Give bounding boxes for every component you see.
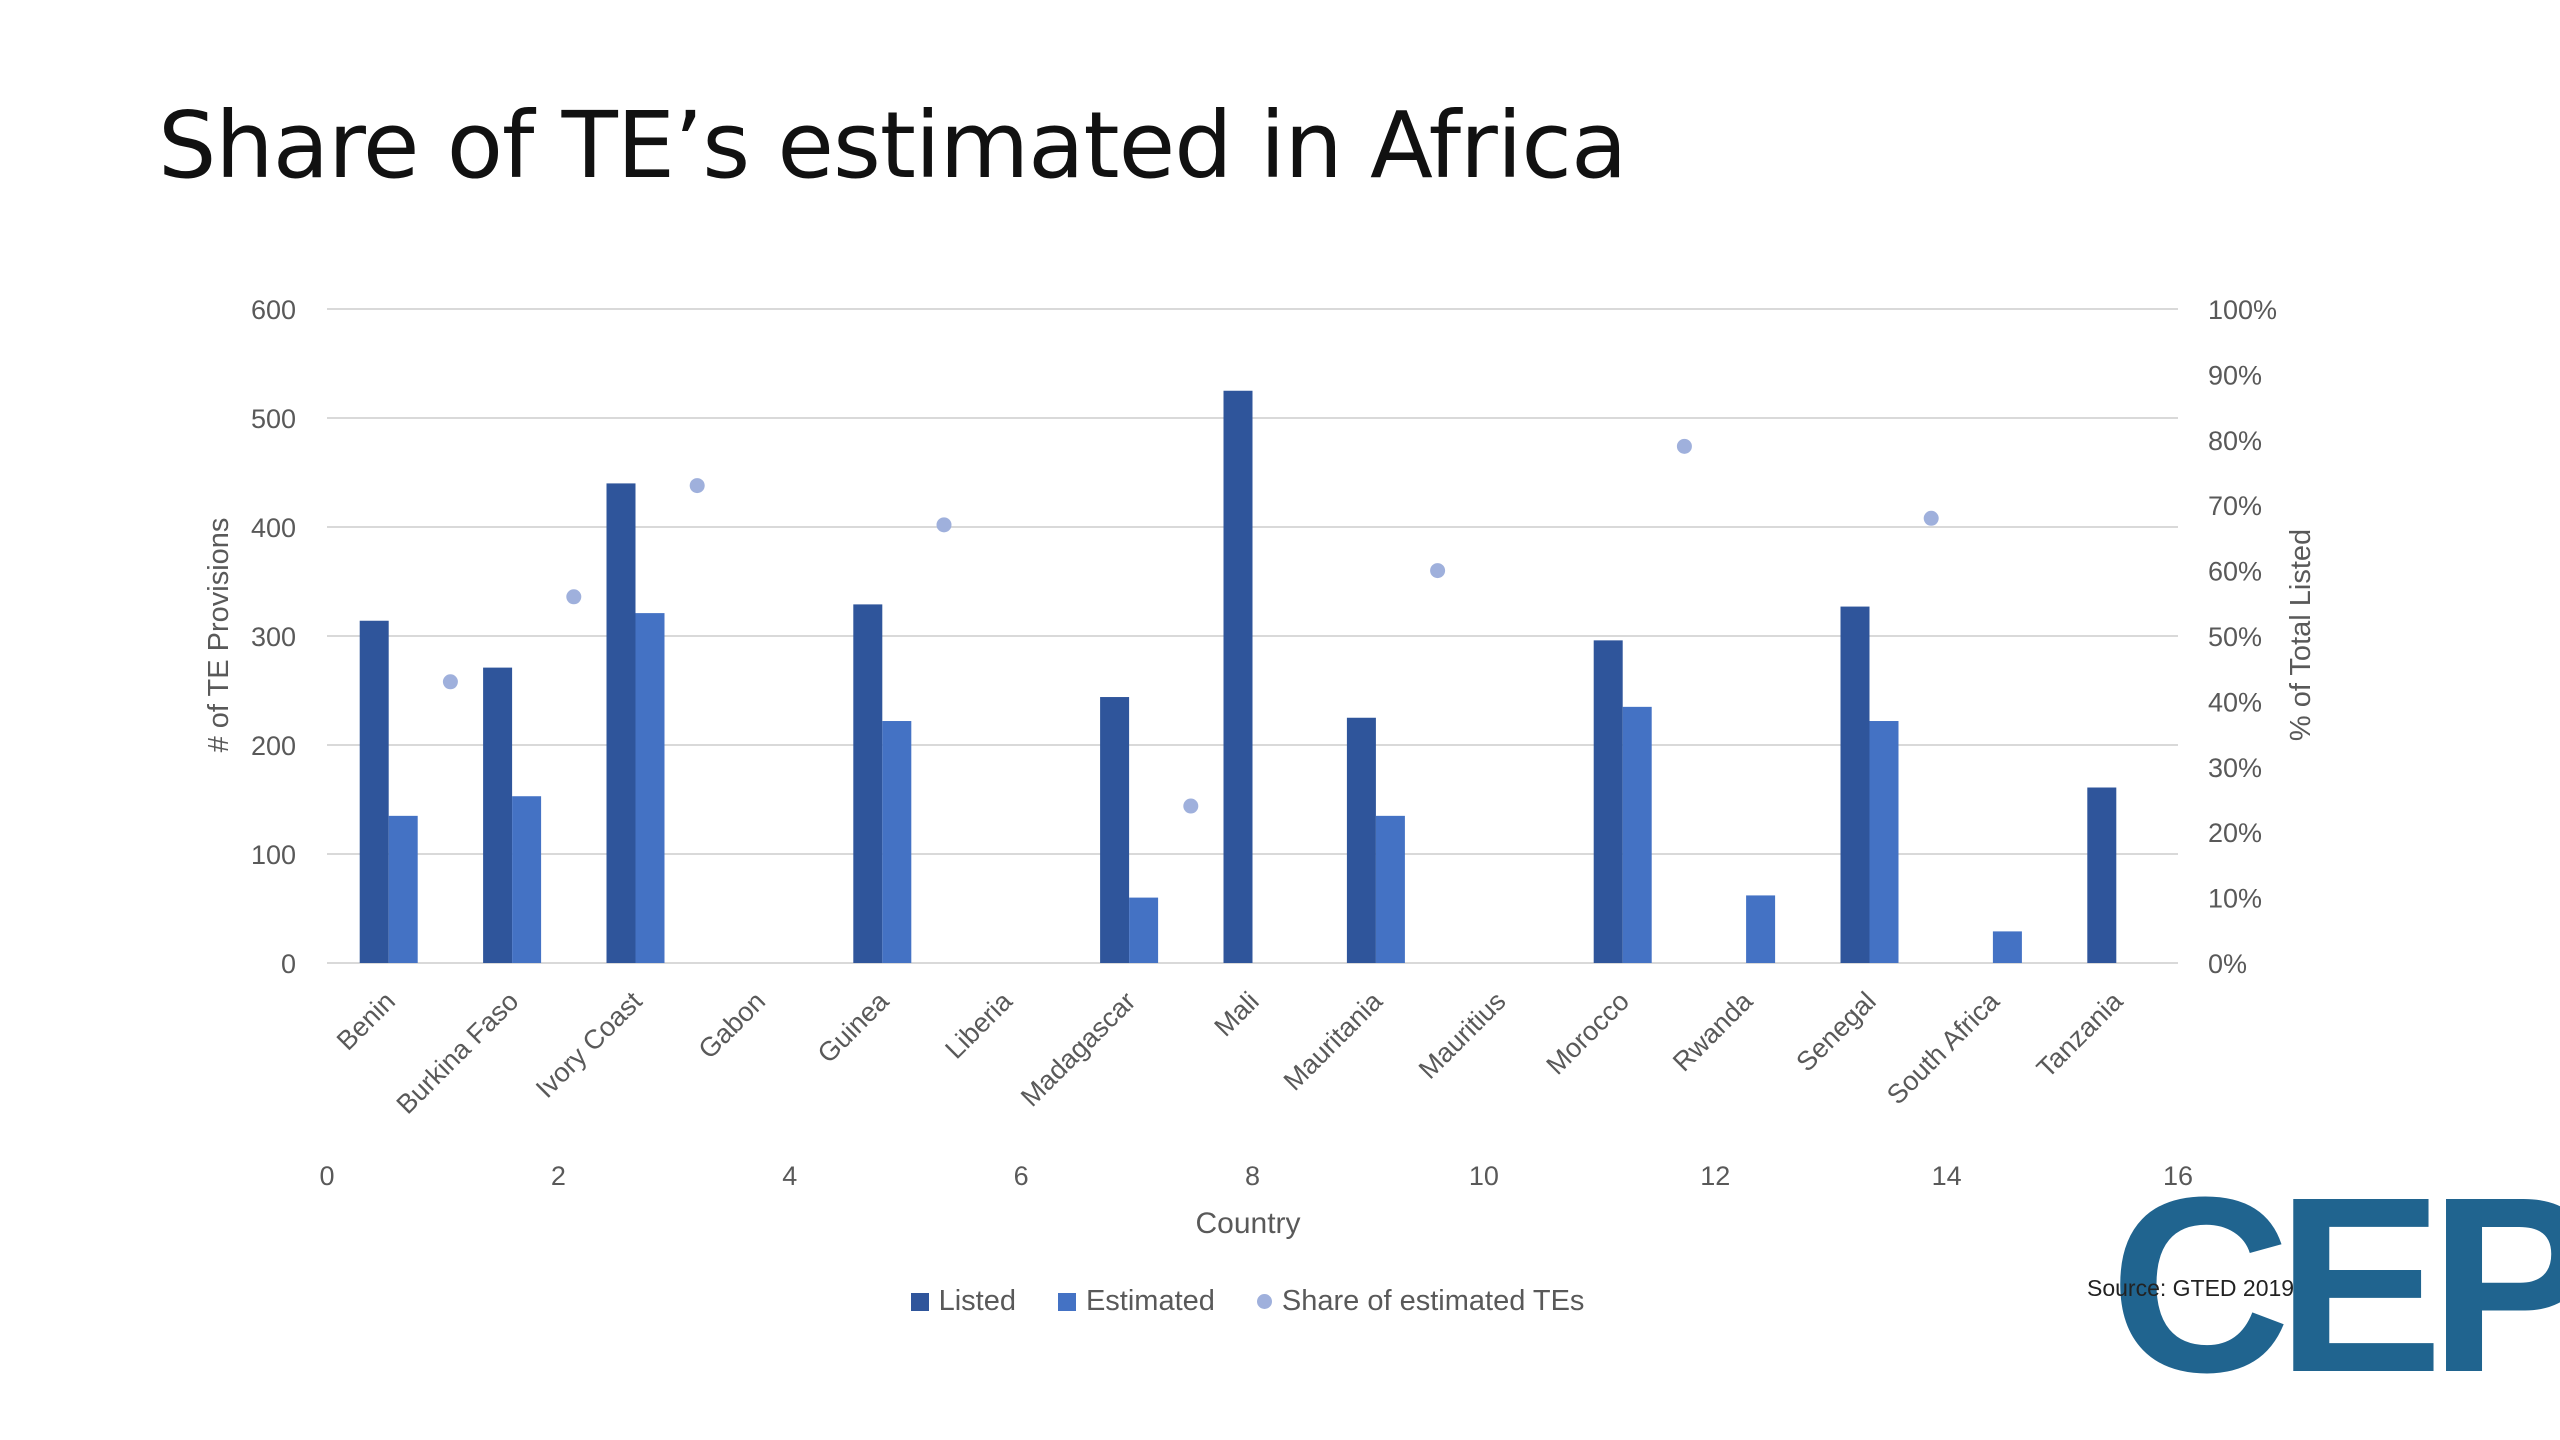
bar-estimated bbox=[388, 815, 418, 963]
legend-item-listed: Listed bbox=[910, 1285, 1016, 1318]
category-label: Mali bbox=[1209, 986, 1265, 1042]
y-tick-label: 100 bbox=[251, 840, 296, 870]
bar-listed bbox=[1223, 390, 1253, 963]
category-label: Burkina Faso bbox=[391, 986, 525, 1120]
share-point bbox=[1676, 438, 1692, 454]
bar-listed bbox=[1100, 697, 1130, 963]
bar-estimated bbox=[1992, 931, 2022, 963]
y-tick-label: 200 bbox=[251, 731, 296, 761]
bar-listed bbox=[359, 620, 389, 963]
bar-listed bbox=[483, 667, 513, 963]
share-point bbox=[1430, 563, 1446, 579]
category-label: Guinea bbox=[812, 985, 895, 1068]
share-point bbox=[442, 674, 458, 690]
estimated-swatch-icon bbox=[1057, 1292, 1076, 1311]
category-label: Gabon bbox=[693, 986, 772, 1065]
bar-listed bbox=[1593, 640, 1623, 963]
legend-label-listed: Listed bbox=[938, 1285, 1016, 1317]
y-axis-ticks: 0 100 200 300 400 500 600 bbox=[251, 295, 296, 979]
x-axis-ticks: 0 2 4 6 8 10 12 14 16 bbox=[319, 1161, 2193, 1191]
x-tick-label: 0 bbox=[319, 1161, 334, 1191]
listed-swatch-icon bbox=[910, 1292, 929, 1311]
category-label: Senegal bbox=[1790, 986, 1881, 1077]
y2-tick-label: 10% bbox=[2208, 884, 2262, 914]
y2-tick-label: 30% bbox=[2208, 753, 2262, 783]
share-point bbox=[566, 589, 582, 605]
bar-estimated bbox=[635, 613, 665, 963]
share-point bbox=[1183, 798, 1199, 814]
bar-estimated bbox=[512, 796, 542, 963]
y2-axis-label: % of Total Listed bbox=[2285, 529, 2317, 741]
category-label: Ivory Coast bbox=[530, 986, 648, 1104]
y-tick-label: 300 bbox=[251, 622, 296, 652]
share-point bbox=[936, 517, 952, 533]
x-tick-label: 4 bbox=[782, 1161, 797, 1191]
legend-item-estimated: Estimated bbox=[1057, 1285, 1215, 1318]
bars bbox=[359, 390, 2117, 963]
share-point bbox=[1923, 510, 1939, 526]
x-axis-label: Country bbox=[1195, 1207, 1300, 1240]
share-point bbox=[689, 478, 705, 494]
legend-label-share: Share of estimated TEs bbox=[1281, 1285, 1585, 1317]
bar-listed bbox=[1346, 717, 1376, 963]
x-tick-label: 10 bbox=[1469, 1161, 1499, 1191]
category-label: Liberia bbox=[939, 985, 1018, 1064]
bar-estimated bbox=[1375, 815, 1405, 963]
y2-tick-label: 0% bbox=[2208, 949, 2247, 979]
x-tick-label: 2 bbox=[551, 1161, 566, 1191]
category-label: Benin bbox=[331, 986, 401, 1056]
bar-estimated bbox=[882, 721, 912, 963]
y2-tick-label: 40% bbox=[2208, 687, 2262, 717]
y2-axis-ticks: 0% 10% 20% 30% 40% 50% 60% 70% 80% 90% 100% bbox=[2208, 295, 2277, 979]
category-label: Rwanda bbox=[1667, 985, 1759, 1077]
share-dot-icon bbox=[1256, 1294, 1272, 1309]
x-tick-label: 8 bbox=[1245, 1161, 1260, 1191]
bar-listed bbox=[2087, 787, 2117, 963]
bar-estimated bbox=[1129, 897, 1159, 963]
y2-tick-label: 50% bbox=[2208, 622, 2262, 652]
y2-tick-label: 20% bbox=[2208, 818, 2262, 848]
x-tick-label: 16 bbox=[2163, 1161, 2193, 1191]
category-label: South Africa bbox=[1881, 985, 2006, 1110]
legend-item-share: Share of estimated TEs bbox=[1256, 1285, 1585, 1318]
category-label: Madagascar bbox=[1015, 986, 1141, 1112]
bar-estimated bbox=[1746, 895, 1776, 963]
category-label: Mauritius bbox=[1413, 986, 1512, 1085]
legend-label-estimated: Estimated bbox=[1085, 1285, 1215, 1317]
legend: Listed Estimated Share of estimated TEs bbox=[0, 1285, 2495, 1318]
y2-tick-label: 70% bbox=[2208, 491, 2262, 521]
y-tick-label: 0 bbox=[281, 949, 296, 979]
bar-listed bbox=[1840, 606, 1870, 963]
category-label: Morocco bbox=[1541, 986, 1635, 1080]
y2-tick-label: 60% bbox=[2208, 557, 2262, 587]
slide-title: Share of TE’s estimated in Africa bbox=[158, 92, 1627, 199]
y-tick-label: 600 bbox=[251, 295, 296, 325]
y-axis-label: # of TE Provisions bbox=[203, 518, 235, 753]
y2-tick-label: 100% bbox=[2208, 295, 2277, 325]
x-tick-label: 12 bbox=[1700, 1161, 1730, 1191]
source-note: Source: GTED 2019 bbox=[2087, 1275, 2295, 1301]
y-tick-label: 400 bbox=[251, 513, 296, 543]
share-points bbox=[442, 438, 1939, 814]
bar-estimated bbox=[1622, 706, 1652, 963]
bar-listed bbox=[606, 483, 636, 963]
bar-estimated bbox=[1869, 721, 1899, 963]
bar-listed bbox=[853, 604, 883, 963]
y2-tick-label: 90% bbox=[2208, 360, 2262, 390]
category-label: Mauritania bbox=[1278, 985, 1389, 1096]
category-label: Tanzania bbox=[2031, 985, 2129, 1083]
x-tick-label: 6 bbox=[1014, 1161, 1029, 1191]
y-tick-label: 500 bbox=[251, 404, 296, 434]
x-tick-label: 14 bbox=[1932, 1161, 1962, 1191]
cep-logo: CEP bbox=[2110, 1145, 2560, 1424]
y2-tick-label: 80% bbox=[2208, 426, 2262, 456]
